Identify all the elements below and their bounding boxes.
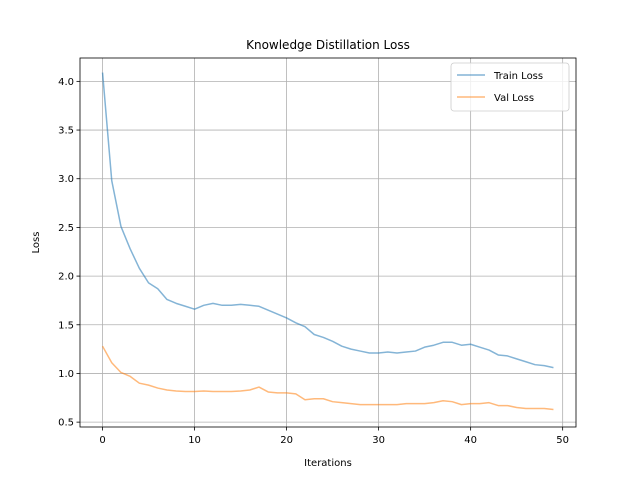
grid-lines: [80, 58, 576, 427]
x-tick-label: 40: [464, 435, 477, 446]
y-tick-label: 1.5: [58, 320, 74, 331]
series-line-train-loss: [101, 72, 554, 369]
x-tick-label: 10: [188, 435, 201, 446]
legend-label-val-loss: Val Loss: [494, 93, 534, 104]
y-tick-label: 2.5: [58, 223, 74, 234]
y-tick-label: 3.0: [58, 174, 74, 185]
x-tick-label: 0: [99, 435, 105, 446]
axes-frame: [79, 57, 577, 428]
x-tick-label: 30: [372, 435, 385, 446]
series-line-val-loss: [101, 345, 554, 411]
series-lines: [101, 72, 554, 411]
y-tick-label: 3.5: [58, 126, 74, 137]
axis-ticks: 0 10 20 30 40 50 0.5 1.0 1.5 2.0 2.5 3.0 3.5 4.0: [58, 77, 569, 446]
y-axis-label: Loss: [31, 232, 42, 254]
x-tick-label: 50: [556, 435, 569, 446]
x-axis-label: Iterations: [304, 458, 352, 469]
chart-title: Knowledge Distillation Loss: [246, 38, 410, 52]
y-tick-label: 2.0: [58, 272, 74, 283]
y-tick-label: 4.0: [58, 77, 74, 88]
x-tick-label: 20: [280, 435, 293, 446]
legend: Train Loss Val Loss: [450, 62, 570, 112]
y-tick-label: 0.5: [58, 418, 74, 429]
y-tick-label: 1.0: [58, 369, 74, 380]
legend-label-train-loss: Train Loss: [493, 71, 543, 82]
